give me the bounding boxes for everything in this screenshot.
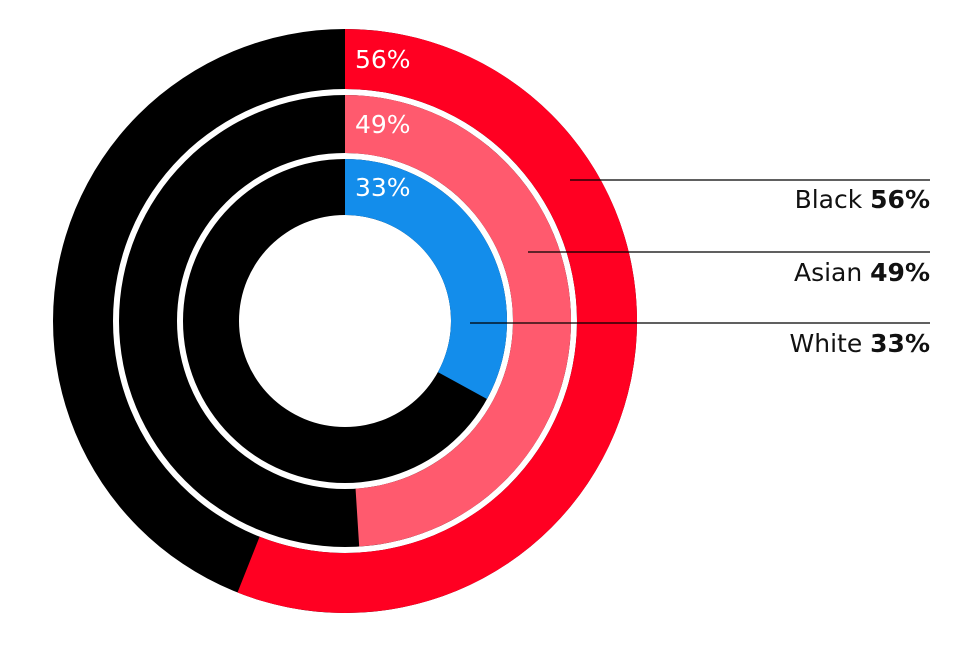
- legend-name-black: Black: [795, 185, 871, 214]
- legend-value-white: 33%: [870, 329, 930, 358]
- legend-entry-white: White 33%: [790, 329, 930, 358]
- legend-value-asian: 49%: [870, 258, 930, 287]
- ring-label-asian: 49%: [355, 110, 411, 139]
- legend-entry-black: Black 56%: [795, 185, 930, 214]
- legend-name-white: White: [790, 329, 871, 358]
- legend: Black 56% Asian 49% White 33%: [790, 185, 930, 358]
- leader-lines: [470, 179, 930, 324]
- ring-arcs: [237, 29, 637, 613]
- ring-labels: 56% 49% 33%: [355, 45, 411, 202]
- legend-name-asian: Asian: [794, 258, 870, 287]
- legend-value-black: 56%: [870, 185, 930, 214]
- ring-label-black: 56%: [355, 45, 411, 74]
- ring-arc-asian: [345, 95, 571, 547]
- ring-label-white: 33%: [355, 173, 411, 202]
- legend-entry-asian: Asian 49%: [794, 258, 930, 287]
- ring-arc-black: [237, 29, 637, 613]
- ring-arc-white: [345, 159, 507, 400]
